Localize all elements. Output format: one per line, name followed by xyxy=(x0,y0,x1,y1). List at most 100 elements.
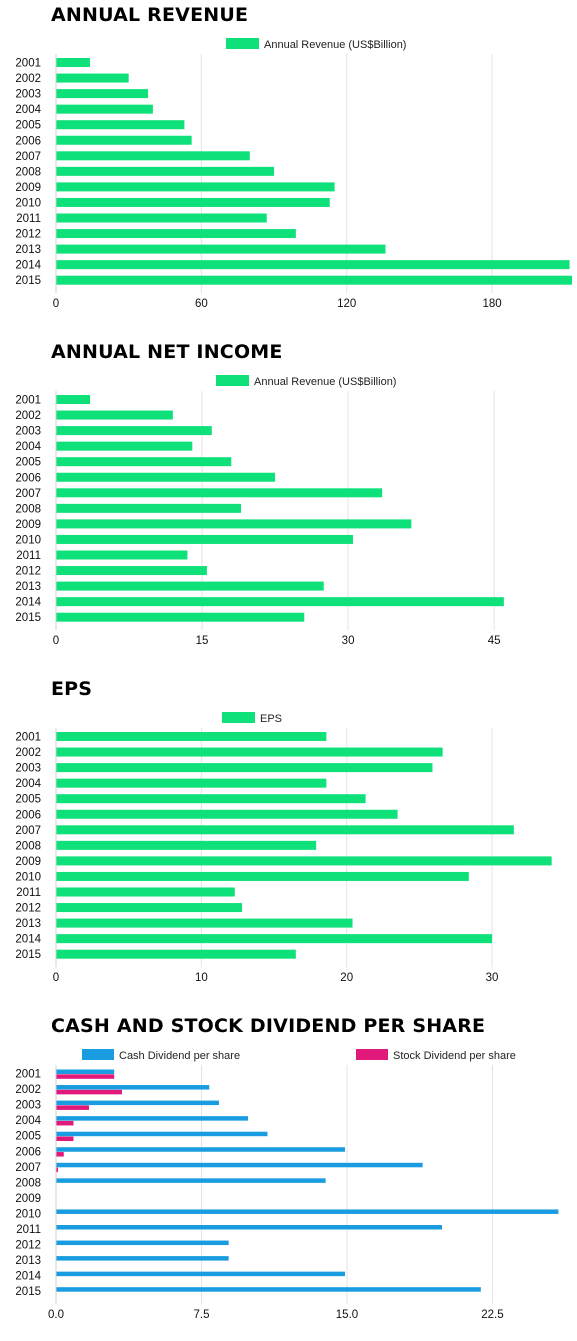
x-tick-label: 120 xyxy=(337,298,356,310)
legend-swatch xyxy=(216,375,249,386)
y-tick-label: 2013 xyxy=(15,581,41,593)
x-tick-label: 45 xyxy=(488,635,501,647)
x-tick-label: 0.0 xyxy=(48,1309,64,1321)
x-tick-label: 20 xyxy=(340,972,353,984)
y-tick-label: 2007 xyxy=(15,151,41,163)
bar xyxy=(56,1271,346,1277)
y-tick-label: 2010 xyxy=(15,871,41,883)
y-tick-label: 2015 xyxy=(15,612,41,624)
y-tick-label: 2015 xyxy=(15,949,41,961)
y-tick-label: 2001 xyxy=(15,395,41,407)
y-tick-label: 2014 xyxy=(15,1271,41,1283)
chart-annual-net-income: Annual Revenue (US$Billion) 2001 2002 2003 2… xyxy=(15,375,504,647)
y-tick-label: 2003 xyxy=(15,426,41,438)
bar xyxy=(56,410,173,420)
y-tick-label: 2008 xyxy=(15,1177,41,1189)
bar xyxy=(56,229,296,239)
y-tick-label: 2005 xyxy=(15,794,41,806)
y-tick-label: 2002 xyxy=(15,73,41,85)
bar xyxy=(56,871,469,881)
y-tick-label: 2008 xyxy=(15,166,41,178)
bar xyxy=(56,778,327,788)
chart-panel-annual-net-income: ANNUAL NET INCOME Annual Revenue (US$Bil… xyxy=(0,337,577,667)
legend-label: EPS xyxy=(260,713,282,725)
legend-label: Annual Revenue (US$Billion) xyxy=(264,39,406,51)
bar xyxy=(56,182,335,192)
bar xyxy=(56,89,149,99)
bar xyxy=(56,1069,115,1074)
bar xyxy=(56,135,192,145)
chart-eps: EPS 2001 2002 2003 2004 2005 2006 2007 2008 2009 2… xyxy=(15,712,552,984)
chart-dividend: Cash Dividend per share Stock Dividend pe… xyxy=(15,1049,559,1321)
y-tick-label: 2015 xyxy=(15,1286,41,1298)
chart-title: CASH AND STOCK DIVIDEND PER SHARE xyxy=(51,1015,486,1037)
bar xyxy=(56,275,572,285)
y-tick-label: 2010 xyxy=(15,197,41,209)
y-tick-label: 2001 xyxy=(15,732,41,744)
y-tick-label: 2006 xyxy=(15,1146,41,1158)
x-tick-label: 30 xyxy=(342,635,355,647)
bar xyxy=(56,1105,89,1110)
bar xyxy=(56,1136,74,1141)
y-tick-label: 2009 xyxy=(15,1193,41,1205)
bar xyxy=(56,1178,326,1183)
y-tick-label: 2012 xyxy=(15,1240,41,1252)
legend-swatch xyxy=(356,1049,388,1060)
bar xyxy=(56,1167,58,1173)
y-tick-label: 2011 xyxy=(16,1224,41,1236)
bar xyxy=(56,441,193,451)
chart-panel-eps: EPS EPS 2001 2002 2003 2004 2005 2006 2007 2008 2… xyxy=(0,674,577,1004)
y-tick-label: 2011 xyxy=(16,550,41,562)
y-tick-label: 2004 xyxy=(15,441,41,453)
x-tick-label: 7.5 xyxy=(193,1309,209,1321)
y-tick-label: 2015 xyxy=(15,275,41,287)
bar xyxy=(56,58,90,67)
y-tick-label: 2002 xyxy=(15,410,41,422)
bar xyxy=(56,104,153,114)
chart-title: EPS xyxy=(51,678,93,700)
legend-swatch xyxy=(82,1049,114,1060)
y-tick-label: 2013 xyxy=(15,1255,41,1267)
y-tick-label: 2004 xyxy=(15,778,41,790)
bar xyxy=(56,1147,346,1152)
bar xyxy=(56,794,366,804)
bar xyxy=(56,612,305,622)
bar xyxy=(56,903,243,913)
bar xyxy=(56,503,241,513)
bar xyxy=(56,840,317,850)
bar xyxy=(56,581,324,591)
legend: Cash Dividend per share Stock Dividend pe… xyxy=(82,1049,516,1062)
bar xyxy=(56,747,443,757)
x-tick-label: 0 xyxy=(53,298,59,310)
y-tick-label: 2010 xyxy=(15,534,41,546)
bar xyxy=(56,120,185,130)
bar xyxy=(56,151,250,161)
y-tick-label: 2001 xyxy=(15,1069,41,1081)
y-tick-label: 2014 xyxy=(15,597,41,609)
bar xyxy=(56,1240,229,1246)
y-tick-label: 2008 xyxy=(15,840,41,852)
bar xyxy=(56,887,235,897)
legend: EPS xyxy=(222,712,282,725)
bar xyxy=(56,1225,443,1230)
bar xyxy=(56,395,91,404)
bar xyxy=(56,1116,249,1121)
y-tick-label: 2006 xyxy=(15,135,41,147)
y-tick-label: 2001 xyxy=(15,58,41,70)
y-tick-label: 2009 xyxy=(15,856,41,868)
y-tick-label: 2012 xyxy=(15,903,41,915)
bar xyxy=(56,550,188,560)
y-tick-label: 2002 xyxy=(15,747,41,759)
bar xyxy=(56,1256,229,1261)
bar xyxy=(56,519,412,529)
chart-annual-revenue: Annual Revenue (US$Billion) 2001 2002 2003 2… xyxy=(15,38,572,310)
legend-label: Annual Revenue (US$Billion) xyxy=(254,376,396,388)
x-tick-label: 30 xyxy=(486,972,499,984)
bar xyxy=(56,597,504,607)
x-tick-label: 15.0 xyxy=(336,1309,358,1321)
y-tick-label: 2014 xyxy=(15,260,41,272)
y-tick-label: 2013 xyxy=(15,918,41,930)
gridlines xyxy=(200,1065,493,1305)
y-tick-label: 2012 xyxy=(15,566,41,578)
bar xyxy=(56,1162,423,1168)
